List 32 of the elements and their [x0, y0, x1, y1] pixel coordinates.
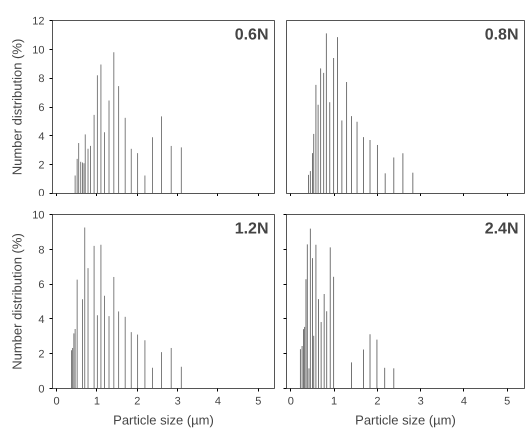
x-tick-label: 3 [174, 396, 181, 408]
x-tick-label: 2 [134, 396, 140, 408]
y-tick-label: 4 [38, 314, 45, 326]
x-tick-label: 0 [288, 396, 294, 408]
y-tick-label: 6 [38, 102, 45, 114]
x-tick-label: 5 [255, 396, 262, 408]
x-tick-label: 4 [460, 396, 467, 408]
y-tick-label: 10 [32, 44, 45, 56]
x-tick-label: 4 [214, 396, 222, 408]
x-tick-label: 0 [53, 396, 60, 408]
chart-title: 0.6N [234, 26, 268, 44]
y-tick-label: 2 [38, 160, 45, 172]
x-tick-label: 1 [331, 396, 338, 408]
x-axis-title: Particle size (µm) [355, 412, 456, 428]
y-axis-title: Number distribution (%) [9, 233, 24, 370]
chart-title: 1.2N [234, 220, 268, 238]
y-tick-label: 8 [38, 73, 45, 86]
chart-title: 2.4N [484, 220, 518, 238]
x-tick-label: 2 [374, 396, 380, 408]
chart-title: 0.8N [484, 26, 518, 44]
x-axis-title: Particle size (µm) [113, 412, 214, 428]
x-tick-label: 5 [504, 396, 510, 408]
y-tick-label: 6 [38, 279, 45, 292]
y-axis-title: Number distribution (%) [9, 38, 24, 176]
y-tick-label: 0 [38, 384, 45, 396]
y-tick-label: 2 [38, 348, 45, 361]
y-tick-label: 4 [38, 130, 45, 143]
x-tick-label: 3 [418, 396, 424, 408]
y-tick-label: 12 [32, 16, 45, 28]
y-tick-label: 10 [32, 210, 45, 222]
y-tick-label: 8 [38, 244, 45, 256]
x-tick-label: 1 [94, 396, 100, 408]
